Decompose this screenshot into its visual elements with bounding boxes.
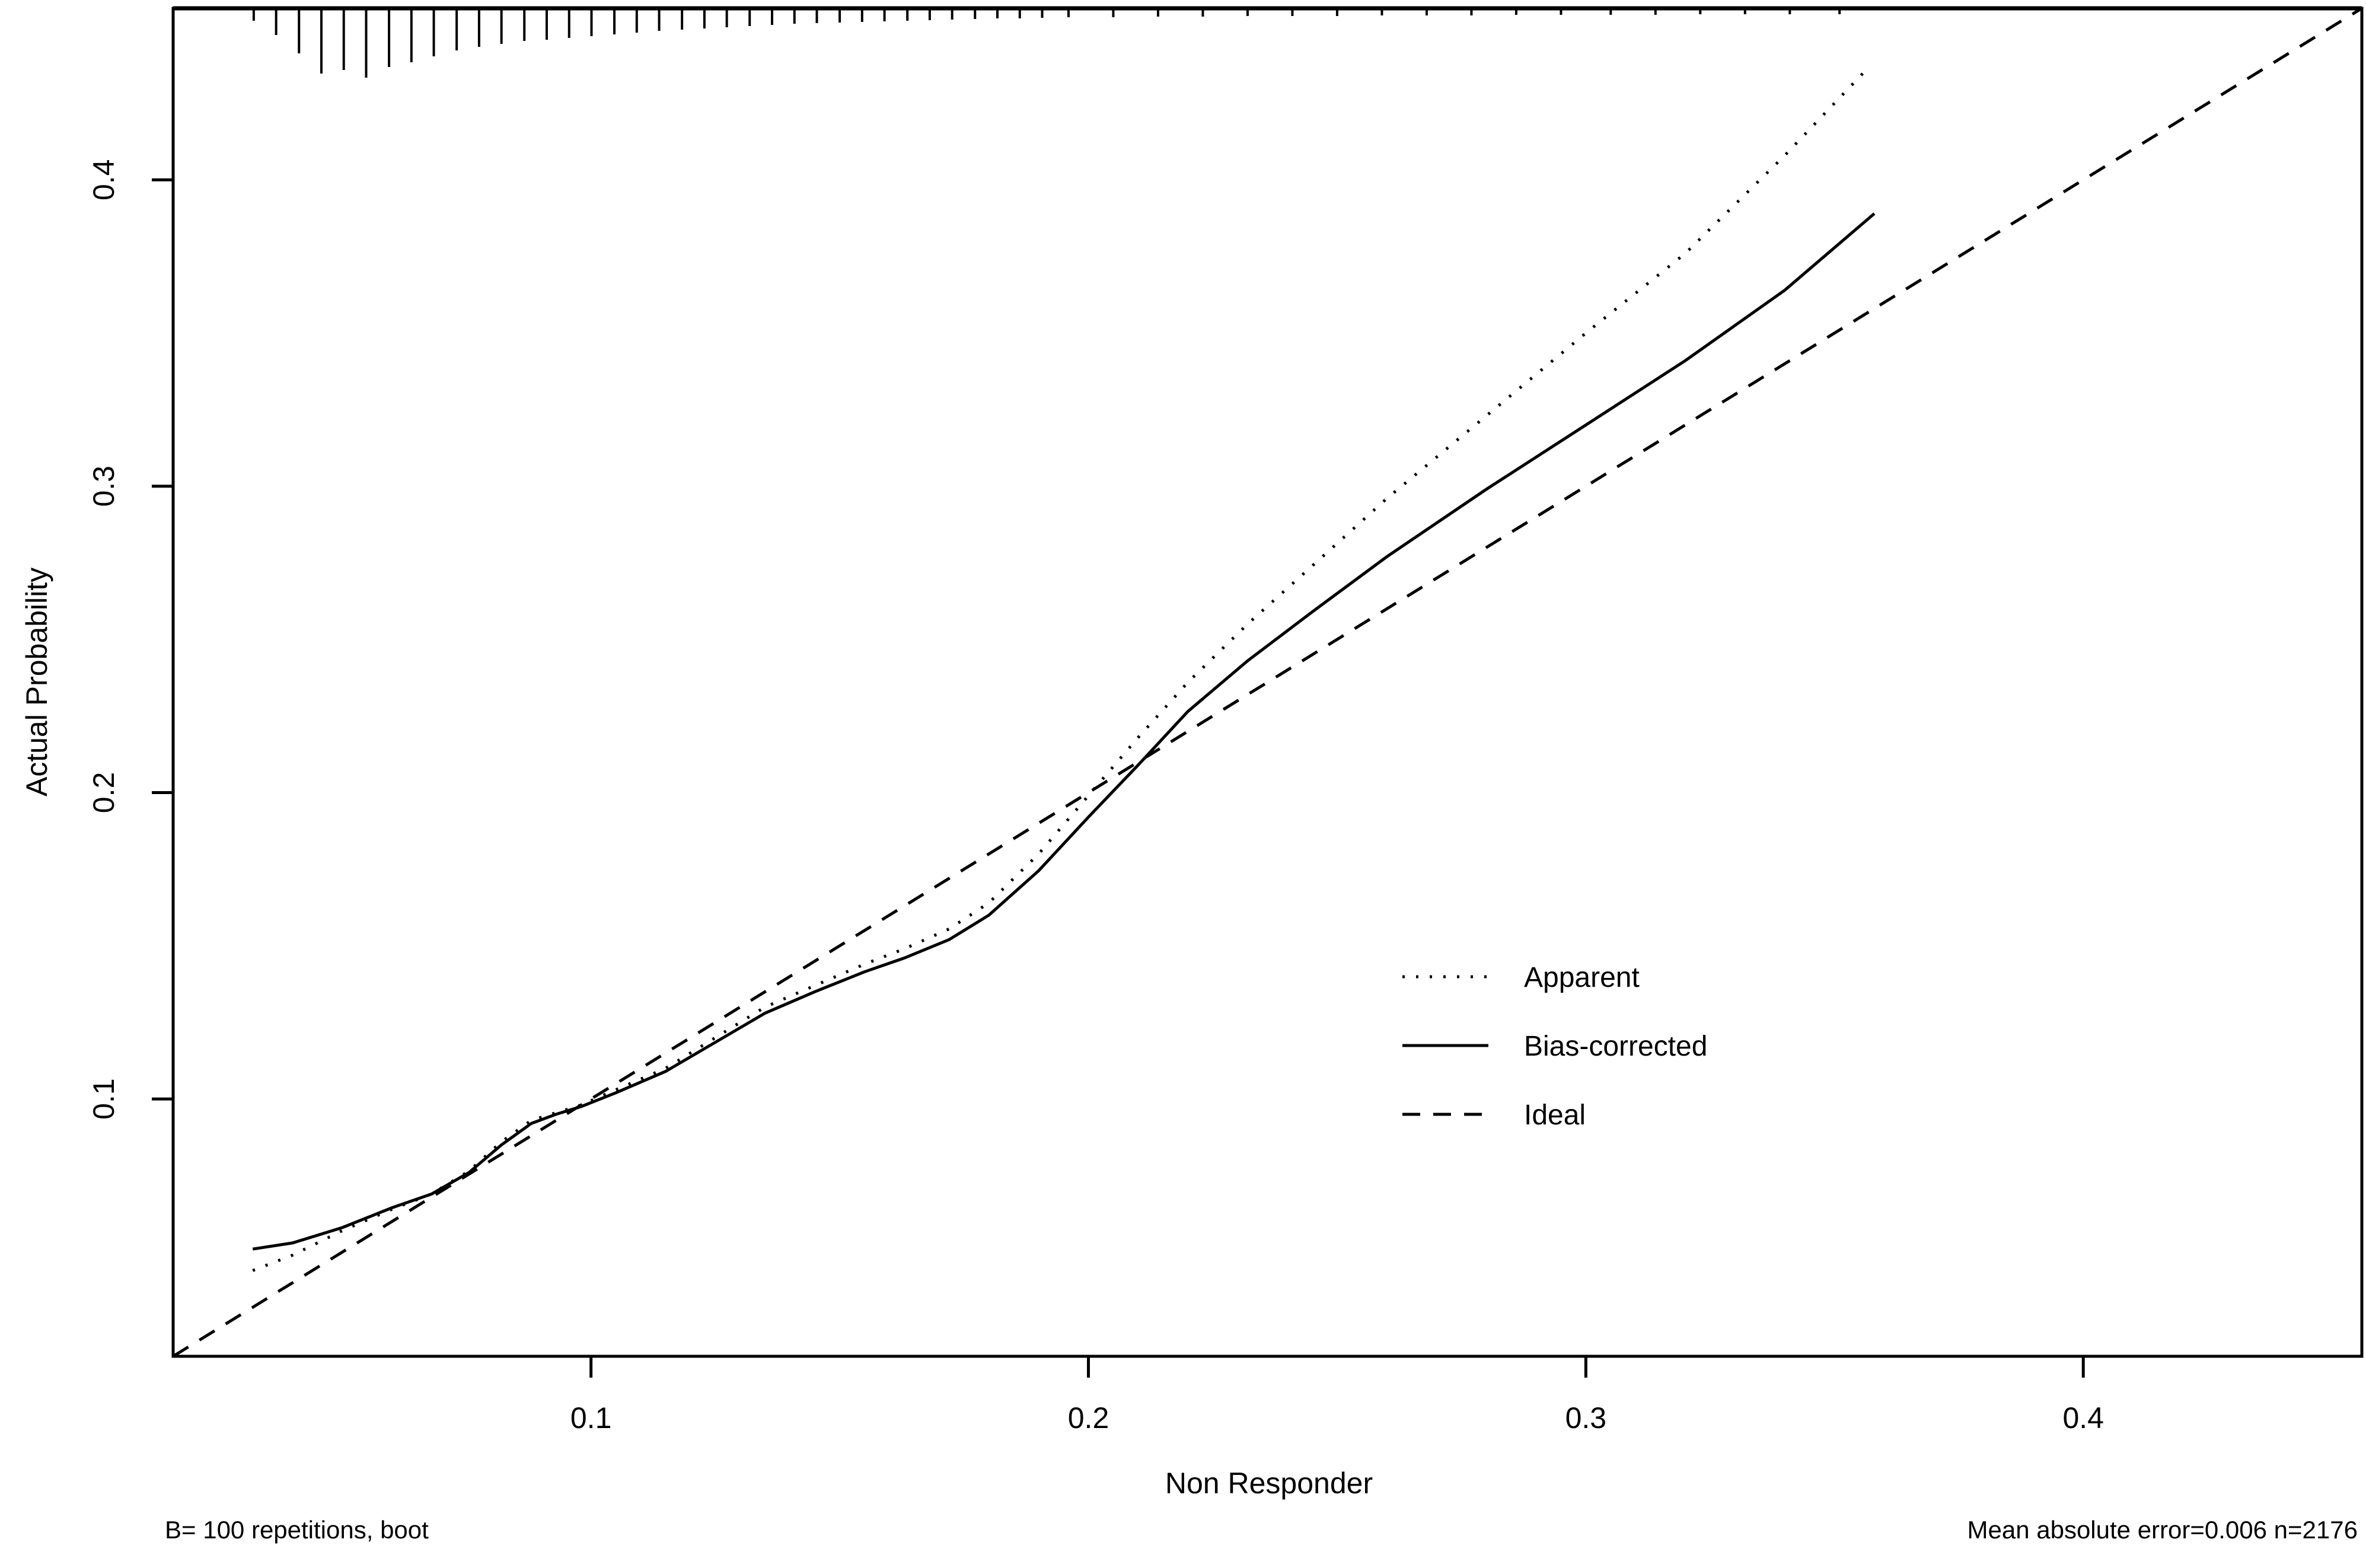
legend-label-ideal: Ideal — [1524, 1099, 1586, 1131]
series-apparent-line — [252, 65, 1871, 1272]
footnote-repetitions: B= 100 repetitions, boot — [165, 1516, 429, 1544]
y-axis-tick-label: 0.1 — [87, 1078, 120, 1120]
x-axis-tick-label: 0.4 — [2062, 1401, 2104, 1435]
y-axis-tick-label: 0.3 — [87, 466, 120, 507]
footnote-mean-absolute-error: Mean absolute error=0.006 n=2176 — [1967, 1516, 2358, 1544]
legend-label-bias-corrected: Bias-corrected — [1524, 1031, 1707, 1062]
y-axis-tick-label: 0.2 — [87, 772, 120, 814]
x-axis-tick-label: 0.3 — [1565, 1401, 1607, 1435]
series-bias-corrected-line — [252, 212, 1876, 1251]
x-axis-tick-label: 0.1 — [570, 1401, 612, 1435]
legend-label-apparent: Apparent — [1524, 962, 1640, 993]
x-axis-title: Non Responder — [1165, 1467, 1373, 1500]
series-ideal-line — [172, 7, 2363, 1358]
y-axis-title: Actual Probability — [20, 567, 53, 797]
y-axis-tick-label: 0.4 — [87, 160, 120, 201]
x-axis-tick-label: 0.2 — [1068, 1401, 1109, 1435]
